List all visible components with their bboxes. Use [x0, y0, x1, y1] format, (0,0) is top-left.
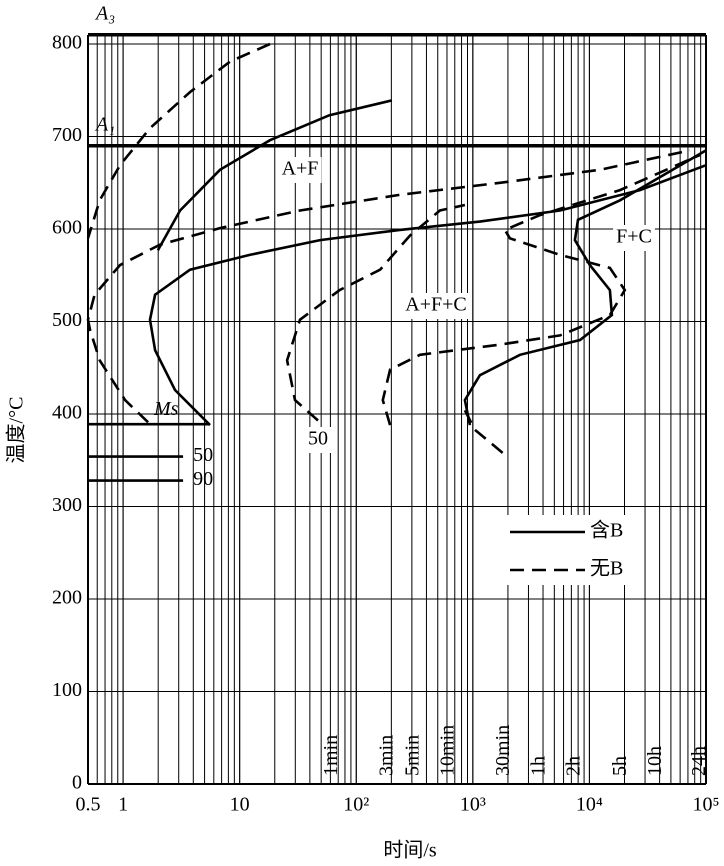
time-marker-label: 3min [376, 735, 398, 776]
x-tick-label: 10⁴ [576, 794, 603, 816]
legend-label: 无B [590, 558, 623, 580]
annotation-bg [278, 157, 322, 183]
annotation: A+F [282, 158, 319, 180]
x-tick-label: 0.5 [76, 794, 101, 816]
x-axis-title: 时间/s [383, 839, 437, 862]
y-tick-label: 200 [52, 587, 82, 609]
martensite-label: Ms [153, 398, 179, 420]
y-axis-title: 温度/°C [5, 397, 28, 464]
curve [463, 409, 506, 456]
time-marker-label: 1h [527, 756, 549, 776]
time-marker-label: 5min [401, 735, 423, 776]
y-tick-label: 700 [52, 124, 82, 146]
x-tick-label: 10 [230, 794, 250, 816]
legend-bg [504, 515, 644, 585]
x-tick-label: 1 [118, 794, 128, 816]
martensite-label: 50 [193, 444, 213, 466]
time-marker-label: 24h [688, 746, 710, 776]
curve [463, 149, 707, 426]
x-tick-label: 10² [343, 794, 369, 816]
curve [156, 99, 393, 251]
curve [86, 149, 691, 424]
curve [381, 153, 701, 426]
x-tick-label: 10³ [460, 794, 486, 816]
annotation-bg [613, 225, 655, 251]
time-marker-label: 10min [437, 725, 459, 776]
y-tick-label: 0 [72, 772, 82, 794]
y-tick-label: 500 [52, 309, 82, 331]
annotation: F+C [616, 226, 652, 248]
annotation-bg [402, 293, 470, 319]
curve [285, 203, 466, 422]
y-tick-label: 300 [52, 494, 82, 516]
time-marker-label: 2h [562, 756, 584, 776]
y-tick-label: 400 [52, 402, 82, 424]
reference-label: A₃ [94, 2, 115, 24]
time-marker-label: 1min [320, 735, 342, 776]
annotation: 50 [308, 428, 328, 450]
legend-label: 含B [590, 519, 623, 542]
y-tick-label: 800 [52, 32, 82, 54]
time-marker-label: 5h [609, 756, 631, 776]
y-tick-label: 100 [52, 679, 82, 701]
annotation-bg [305, 427, 331, 453]
annotation: A+F+C [405, 294, 466, 316]
y-tick-label: 600 [52, 217, 82, 239]
martensite-label: 90 [193, 468, 213, 490]
reference-label: A₁ [94, 113, 115, 135]
time-marker-label: 30min [492, 725, 514, 776]
x-tick-label: 10⁵ [693, 794, 720, 816]
time-marker-label: 10h [644, 746, 666, 776]
curve [148, 163, 707, 427]
